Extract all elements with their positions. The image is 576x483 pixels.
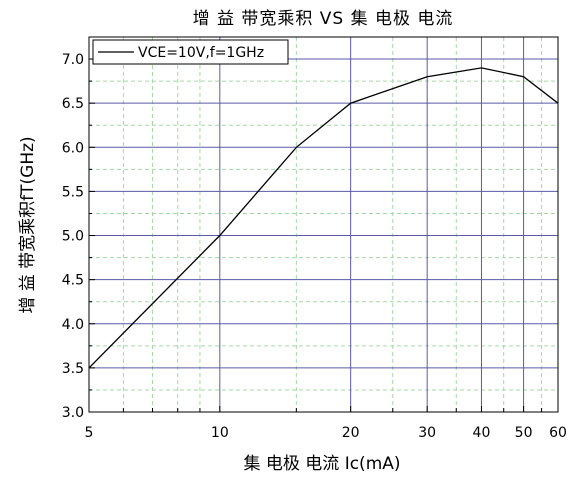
legend: VCE=10V,f=1GHz (93, 40, 288, 64)
x-tick-label: 10 (211, 425, 229, 441)
x-tick-label: 60 (549, 425, 567, 441)
x-axis-title: 集 电极 电流 Ic(mA) (243, 454, 400, 474)
y-tick-label: 5.5 (62, 184, 84, 200)
y-tick-label: 3.0 (62, 405, 84, 421)
x-tick-labels: 5 10 20 30 40 50 60 (85, 425, 567, 441)
series (89, 68, 558, 368)
y-tick-label: 4.5 (62, 273, 84, 289)
y-tick-labels: 3.0 3.5 4.0 4.5 5.0 5.5 6.0 6.5 7.0 (62, 52, 84, 421)
x-tick-label: 5 (85, 425, 94, 441)
x-tick-label: 40 (473, 425, 491, 441)
grid (89, 37, 558, 412)
x-tick-label: 20 (342, 425, 360, 441)
y-axis-title: 增 益 带宽乘积fT(GHz) (18, 136, 38, 313)
y-tick-label: 6.0 (62, 140, 84, 156)
plot-frame (89, 37, 558, 412)
y-tick-label: 4.0 (62, 317, 84, 333)
y-tick-label: 6.5 (62, 96, 84, 112)
chart-title: 增 益 带宽乘积 VS 集 电极 电流 (193, 9, 454, 29)
legend-entry-label: VCE=10V,f=1GHz (138, 45, 264, 61)
y-tick-label: 3.5 (62, 361, 84, 377)
x-tick-label: 30 (418, 425, 436, 441)
x-tick-label: 50 (515, 425, 533, 441)
y-tick-label: 7.0 (62, 52, 84, 68)
y-tick-label: 5.0 (62, 229, 84, 245)
series-line-0 (89, 68, 558, 368)
